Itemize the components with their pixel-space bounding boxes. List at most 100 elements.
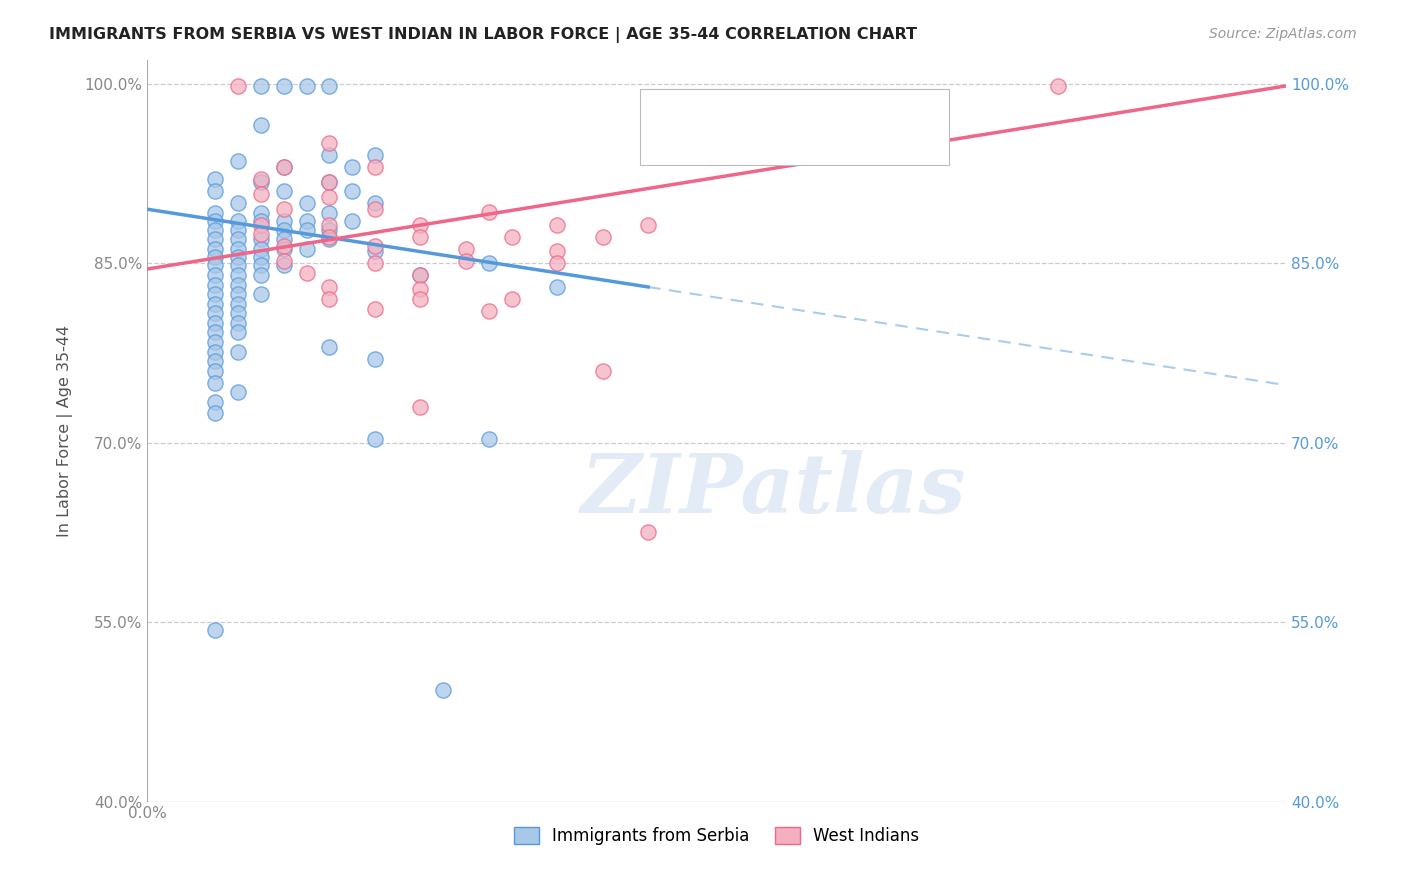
Point xyxy=(273,184,295,198)
Point xyxy=(409,229,432,244)
Point xyxy=(478,204,501,219)
Point xyxy=(204,326,226,340)
Point xyxy=(226,250,249,264)
Text: R =: R = xyxy=(688,137,733,155)
Point xyxy=(250,214,273,228)
Point xyxy=(501,229,523,244)
Point xyxy=(340,184,363,198)
Point xyxy=(364,301,387,316)
Text: ZIPatlas: ZIPatlas xyxy=(581,450,966,530)
Point xyxy=(637,525,659,540)
Point xyxy=(364,256,387,270)
Point xyxy=(501,292,523,306)
Point xyxy=(250,259,273,273)
Point xyxy=(204,334,226,349)
Point xyxy=(204,287,226,301)
Point xyxy=(273,259,295,273)
Point xyxy=(318,229,340,244)
Point xyxy=(204,395,226,409)
Point xyxy=(295,266,318,280)
Point xyxy=(250,227,273,242)
Point xyxy=(273,161,295,175)
Point xyxy=(204,344,226,359)
Point xyxy=(250,268,273,282)
Point xyxy=(409,218,432,232)
Point xyxy=(409,292,432,306)
Point xyxy=(295,214,318,228)
Point xyxy=(318,206,340,220)
Point xyxy=(546,244,568,258)
Point xyxy=(295,78,318,93)
Point xyxy=(204,406,226,420)
Point xyxy=(364,432,387,446)
Point xyxy=(204,316,226,330)
Point xyxy=(409,282,432,296)
Point xyxy=(318,175,340,189)
Point xyxy=(250,218,273,232)
Point xyxy=(318,218,340,232)
Point xyxy=(273,161,295,175)
Point xyxy=(204,172,226,186)
Point xyxy=(478,256,501,270)
Point xyxy=(226,326,249,340)
Point xyxy=(592,364,614,378)
Point xyxy=(204,250,226,264)
Point xyxy=(204,277,226,292)
Point xyxy=(250,232,273,246)
Point xyxy=(250,206,273,220)
Point xyxy=(592,229,614,244)
Point xyxy=(204,376,226,390)
Point xyxy=(409,268,432,282)
Point xyxy=(478,304,501,318)
Point xyxy=(226,268,249,282)
Point xyxy=(250,242,273,256)
Point xyxy=(204,259,226,273)
Point xyxy=(273,232,295,246)
Text: 80: 80 xyxy=(815,102,841,120)
Point xyxy=(364,148,387,162)
Point xyxy=(226,78,249,93)
Point xyxy=(250,175,273,189)
Point xyxy=(204,624,226,638)
Point xyxy=(340,214,363,228)
Point xyxy=(250,186,273,201)
Point xyxy=(204,206,226,220)
Point xyxy=(364,244,387,258)
Point xyxy=(546,280,568,294)
Point xyxy=(250,78,273,93)
Point xyxy=(318,136,340,151)
Point xyxy=(250,119,273,133)
Point xyxy=(204,214,226,228)
Point xyxy=(226,316,249,330)
Point xyxy=(478,432,501,446)
Point xyxy=(204,297,226,311)
Point xyxy=(204,268,226,282)
Point xyxy=(295,222,318,236)
Point xyxy=(204,242,226,256)
Point xyxy=(226,385,249,400)
Point xyxy=(318,175,340,189)
Point xyxy=(226,297,249,311)
Point xyxy=(273,214,295,228)
Point xyxy=(250,172,273,186)
Point xyxy=(273,239,295,253)
Text: -0.148: -0.148 xyxy=(723,102,780,120)
Point xyxy=(1047,78,1070,93)
Point xyxy=(318,280,340,294)
Point xyxy=(226,154,249,169)
Point xyxy=(546,218,568,232)
Text: IMMIGRANTS FROM SERBIA VS WEST INDIAN IN LABOR FORCE | AGE 35-44 CORRELATION CHA: IMMIGRANTS FROM SERBIA VS WEST INDIAN IN… xyxy=(49,27,917,43)
Point xyxy=(226,287,249,301)
Point xyxy=(295,196,318,211)
Point xyxy=(226,222,249,236)
Point xyxy=(318,292,340,306)
Point xyxy=(226,344,249,359)
Point xyxy=(250,287,273,301)
Point xyxy=(340,161,363,175)
Point xyxy=(364,202,387,217)
Point xyxy=(364,196,387,211)
Point xyxy=(226,232,249,246)
Point xyxy=(226,242,249,256)
Point xyxy=(318,78,340,93)
Point xyxy=(226,214,249,228)
